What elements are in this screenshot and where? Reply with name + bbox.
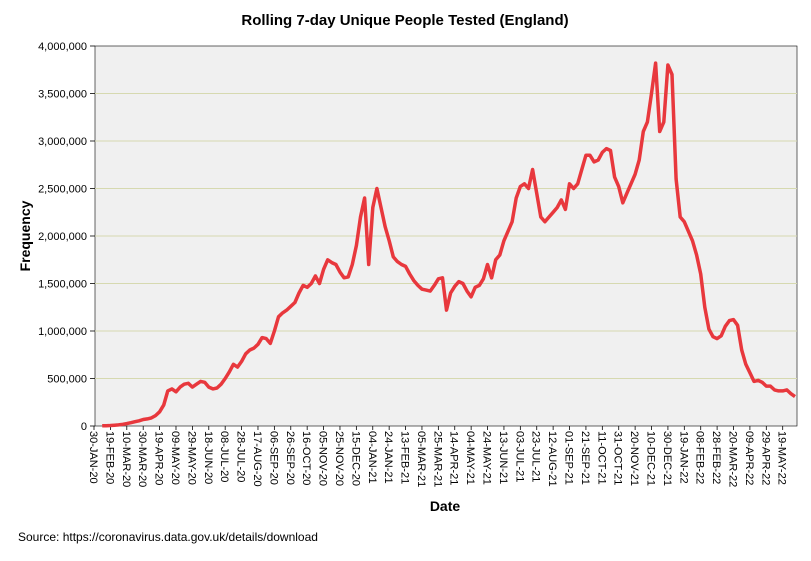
x-tick-label: 29-APR-22 xyxy=(759,431,771,485)
x-tick-label: 16-OCT-20 xyxy=(300,431,312,485)
x-tick-label: 10-DEC-21 xyxy=(645,431,657,486)
x-tick-label: 03-JUL-21 xyxy=(513,431,525,482)
x-tick-label: 21-SEP-21 xyxy=(579,431,591,485)
x-tick-label: 29-MAY-20 xyxy=(185,431,197,485)
x-tick-label: 19-FEB-20 xyxy=(103,431,115,484)
x-tick-label: 08-FEB-22 xyxy=(694,431,706,484)
y-tick-label: 2,000,000 xyxy=(38,231,87,243)
x-tick-label: 12-AUG-21 xyxy=(546,431,558,487)
data-line xyxy=(102,61,797,428)
x-tick-label: 24-JAN-21 xyxy=(382,431,394,484)
x-tick-label: 01-SEP-21 xyxy=(563,431,575,485)
x-tick-label: 31-OCT-21 xyxy=(612,431,624,485)
x-tick-label: 05-NOV-20 xyxy=(317,431,329,486)
y-tick-label: 0 xyxy=(81,421,87,433)
y-tick-label: 4,000,000 xyxy=(38,41,87,53)
x-tick-label: 25-NOV-20 xyxy=(333,431,345,486)
x-tick-label: 28-JUL-20 xyxy=(235,431,247,482)
y-tick-label: 1,500,000 xyxy=(38,279,87,291)
x-tick-label: 19-APR-20 xyxy=(153,431,165,485)
x-tick-label: 24-MAY-21 xyxy=(481,431,493,485)
y-axis-label: Frequency xyxy=(17,200,33,271)
x-tick-label: 13-JUN-21 xyxy=(497,431,509,484)
x-tick-label: 13-FEB-21 xyxy=(399,431,411,484)
x-tick-label: 10-MAR-20 xyxy=(120,431,132,487)
y-tick-label: 1,000,000 xyxy=(38,326,87,338)
x-tick-label: 09-MAY-20 xyxy=(169,431,181,485)
x-tick-label: 26-SEP-20 xyxy=(284,431,296,485)
y-tick-label: 3,000,000 xyxy=(38,136,87,148)
x-axis-label: Date xyxy=(430,498,461,514)
y-tick-label: 3,500,000 xyxy=(38,89,87,101)
x-tick-label: 19-MAY-22 xyxy=(776,431,788,485)
x-tick-label: 23-JUL-21 xyxy=(530,431,542,482)
x-tick-label: 04-MAY-21 xyxy=(464,431,476,485)
x-tick-label: 25-MAR-21 xyxy=(431,431,443,487)
x-tick-label: 04-JAN-21 xyxy=(366,431,378,484)
x-tick-label: 20-NOV-21 xyxy=(628,431,640,486)
x-tick-label: 18-JUN-20 xyxy=(202,431,214,484)
y-tick-label: 500,000 xyxy=(47,374,87,386)
x-tick-label: 30-MAR-20 xyxy=(136,431,148,487)
x-tick-label: 14-APR-21 xyxy=(448,431,460,485)
x-tick-label: 09-APR-22 xyxy=(743,431,755,485)
x-tick-label: 30-DEC-21 xyxy=(661,431,673,486)
x-tick-label: 28-FEB-22 xyxy=(710,431,722,484)
x-tick-label: 17-AUG-20 xyxy=(251,431,263,487)
x-tick-label: 15-DEC-20 xyxy=(349,431,361,486)
source-note: Source: https://coronavirus.data.gov.uk/… xyxy=(18,530,318,544)
x-tick-label: 19-JAN-22 xyxy=(677,431,689,484)
x-tick-label: 11-OCT-21 xyxy=(595,431,607,485)
y-tick-label: 2,500,000 xyxy=(38,184,87,196)
x-tick-label: 30-JAN-20 xyxy=(87,431,99,484)
x-tick-label: 08-JUL-20 xyxy=(218,431,230,482)
x-tick-label: 20-MAR-22 xyxy=(727,431,739,487)
chart-title: Rolling 7-day Unique People Tested (Engl… xyxy=(241,12,568,29)
x-tick-label: 06-SEP-20 xyxy=(267,431,279,485)
x-tick-label: 05-MAR-21 xyxy=(415,431,427,487)
